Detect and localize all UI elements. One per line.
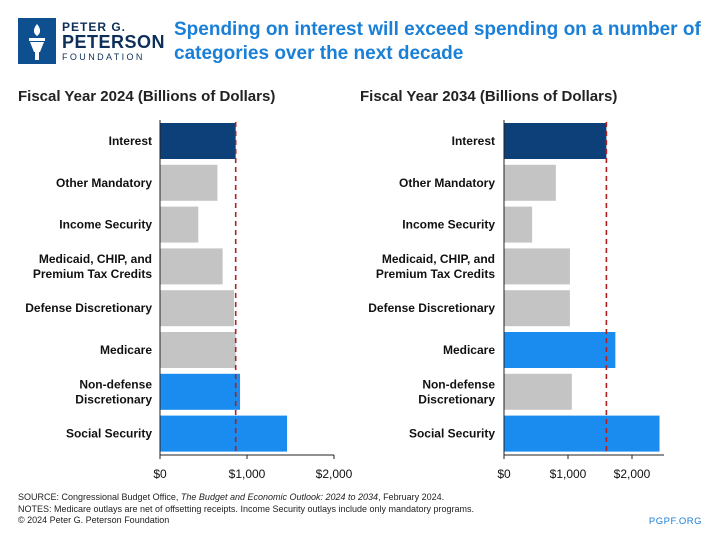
panel-title-2024: Fiscal Year 2024 (Billions of Dollars) xyxy=(18,88,276,105)
bar-0-7 xyxy=(160,415,288,452)
category-label-0-0: Interest xyxy=(109,134,152,148)
logo-line2: PETERSON xyxy=(62,32,166,52)
bar-1-5 xyxy=(504,332,616,368)
bar-0-4 xyxy=(160,290,234,327)
bar-0-6 xyxy=(160,373,241,410)
tick-label-1-2: $2,000 xyxy=(614,467,651,481)
bar-1-0 xyxy=(504,123,607,159)
panel-title-2034: Fiscal Year 2034 (Billions of Dollars) xyxy=(360,88,618,105)
tick-label-1-0: $0 xyxy=(497,467,511,481)
notes-line: NOTES: Medicare outlays are net of offse… xyxy=(18,503,475,514)
bar-1-6 xyxy=(504,373,572,410)
bar-0-3 xyxy=(160,248,223,285)
charts-canvas: Interest Other Mandatory Income Security Me… xyxy=(25,120,664,481)
category-label-1-1: Other Mandatory xyxy=(399,176,495,190)
category-label-1-6: Non-defense Discretionary xyxy=(418,377,495,406)
tick-label-0-2: $2,000 xyxy=(316,467,353,481)
tick-label-1-1: $1,000 xyxy=(550,467,587,481)
logo: PETER G. PETERSON FOUNDATION xyxy=(18,18,165,64)
category-label-0-7: Social Security xyxy=(66,427,152,441)
category-label-0-5: Medicare xyxy=(100,343,152,357)
category-label-1-7: Social Security xyxy=(409,427,495,441)
bar-1-3 xyxy=(504,248,570,285)
logo-line3: FOUNDATION xyxy=(62,52,145,62)
tick-label-0-0: $0 xyxy=(153,467,167,481)
category-label-1-2: Income Security xyxy=(402,218,495,232)
bar-0-2 xyxy=(160,206,199,243)
category-label-0-6: Non-defense Discretionary xyxy=(75,377,152,406)
category-label-0-4: Defense Discretionary xyxy=(25,301,152,315)
category-label-0-2: Income Security xyxy=(59,218,152,232)
tick-label-0-1: $1,000 xyxy=(229,467,266,481)
category-label-1-3: Medicaid, CHIP, and Premium Tax Credits xyxy=(376,252,495,281)
category-label-1-5: Medicare xyxy=(443,343,495,357)
bar-1-4 xyxy=(504,290,570,327)
chart-headline: Spending on interest will exceed spendin… xyxy=(174,19,701,64)
bar-0-5 xyxy=(160,332,236,368)
category-label-1-0: Interest xyxy=(452,134,495,148)
source-line: SOURCE: Congressional Budget Office, The… xyxy=(18,492,445,502)
torch-icon xyxy=(18,18,56,64)
category-label-0-1: Other Mandatory xyxy=(56,176,152,190)
site-link[interactable]: PGPF.ORG xyxy=(648,516,702,527)
bar-1-7 xyxy=(504,415,660,452)
logo-line1: PETER G. xyxy=(62,20,127,34)
copyright-line: © 2024 Peter G. Peterson Foundation xyxy=(18,515,170,525)
bar-1-2 xyxy=(504,206,533,243)
bar-1-1 xyxy=(504,164,556,201)
bar-0-0 xyxy=(160,123,236,159)
bar-0-1 xyxy=(160,164,218,201)
footer-notes: SOURCE: Congressional Budget Office, The… xyxy=(18,492,474,527)
category-label-1-4: Defense Discretionary xyxy=(368,301,495,315)
category-label-0-3: Medicaid, CHIP, and Premium Tax Credits xyxy=(33,252,152,281)
